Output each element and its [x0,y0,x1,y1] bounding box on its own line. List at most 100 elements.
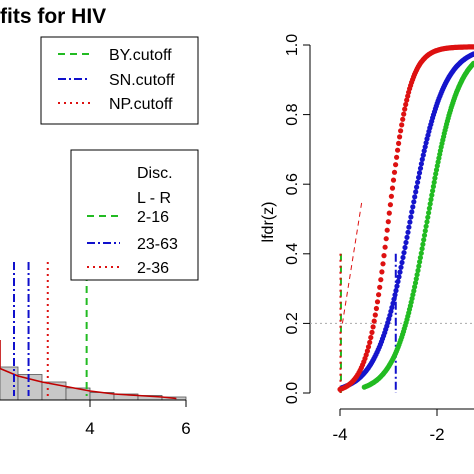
right-series [337,44,474,392]
right-y-tick-label: 1.0 [284,34,301,56]
right-y-tick-label: 0.8 [284,103,301,125]
legend-discoveries-title-1: Disc. [137,165,173,182]
legend-discoveries-title-2: L - R [137,190,171,207]
data-point [393,288,399,294]
data-point [391,296,397,302]
data-point [394,283,400,289]
data-point [398,128,404,134]
data-point [382,244,388,250]
data-point [416,170,423,176]
data-point [419,246,425,252]
data-point [415,179,421,185]
legend-discoveries: Disc. L - R 2-16 23-63 2-36 [70,149,199,281]
data-point [396,274,402,280]
data-point [387,312,393,318]
data-point [433,171,439,177]
data-point [409,209,415,215]
legend-item-sn-cutoff: SN.cutoff [58,72,175,89]
data-point [423,223,429,229]
red-series-segment [341,201,363,324]
right-x-tick-label: -2 [429,425,444,444]
data-point [412,194,418,200]
data-point [417,259,423,265]
right-panel: lfdr(z) 0.0 0.2 0.4 0.6 0.8 1.0 -4 -2 [260,34,474,444]
left-x-tick-4: 4 [85,400,95,438]
data-point [369,329,375,335]
data-point [430,183,436,190]
data-point [379,269,385,275]
data-point [420,241,426,247]
data-point [364,348,370,354]
right-y-ticks: 0.0 0.2 0.4 0.6 0.8 1.0 [284,34,310,404]
legend-label-sn-cutoff: SN.cutoff [109,72,175,89]
data-point [435,159,441,165]
data-point [426,210,432,216]
data-point [368,334,374,341]
data-point [422,228,428,234]
series-points [361,60,474,390]
data-point [422,144,428,150]
data-point [428,196,434,203]
data-point [389,185,396,191]
data-point [419,156,425,162]
data-point [374,299,381,305]
data-point [390,300,396,306]
data-point [400,254,406,261]
data-point [390,177,397,183]
data-point [420,152,426,158]
right-x-tick-label: -4 [332,425,347,444]
data-point [403,239,409,246]
data-point [412,280,419,286]
legend-label-np-cutoff: NP.cutoff [109,96,173,113]
left-panel-title: fits for HIV [0,5,106,28]
data-point [380,261,386,267]
data-point [389,304,395,311]
data-point [432,175,438,181]
data-point [391,169,398,175]
data-point [411,288,417,294]
data-point [395,278,401,285]
data-point [412,284,418,290]
data-point [433,167,440,173]
data-point [402,244,408,251]
data-point [399,122,405,128]
data-point [367,339,373,345]
data-point [414,272,420,278]
left-density-fit [0,340,177,400]
data-point [394,154,400,160]
data-point [401,250,407,256]
data-point [416,174,422,181]
data-point [387,202,393,208]
legend-item-by-cutoff: BY.cutoff [58,47,172,64]
data-point [388,193,394,199]
data-point [470,44,474,50]
data-point [406,224,412,230]
legend-item-disc-sn: 23-63 [87,236,178,253]
data-point [370,324,376,330]
legend-cutoffs: BY.cutoff SN.cutoff NP.cutoff [40,36,199,125]
data-point [383,236,389,242]
data-point [416,263,422,269]
left-cutoff-lines [13,262,88,396]
data-point [402,106,408,112]
data-point [417,165,424,171]
data-point [395,147,401,153]
data-point [400,116,406,122]
data-point [423,140,429,146]
legend-label-by-cutoff: BY.cutoff [109,47,172,64]
right-cutoff-lines [339,253,397,393]
right-x-ticks: -4 -2 [332,409,445,444]
data-point [371,318,377,324]
right-y-axis-label: lfdr(z) [260,202,277,243]
data-point [377,284,383,290]
data-point [413,189,419,195]
legend-label-disc-sn: 23-63 [137,236,178,253]
data-point [418,250,424,256]
data-point [430,188,436,194]
data-point [414,184,420,190]
data-point [415,267,421,274]
data-point [427,201,433,207]
data-point [408,214,414,220]
data-point [384,227,390,233]
